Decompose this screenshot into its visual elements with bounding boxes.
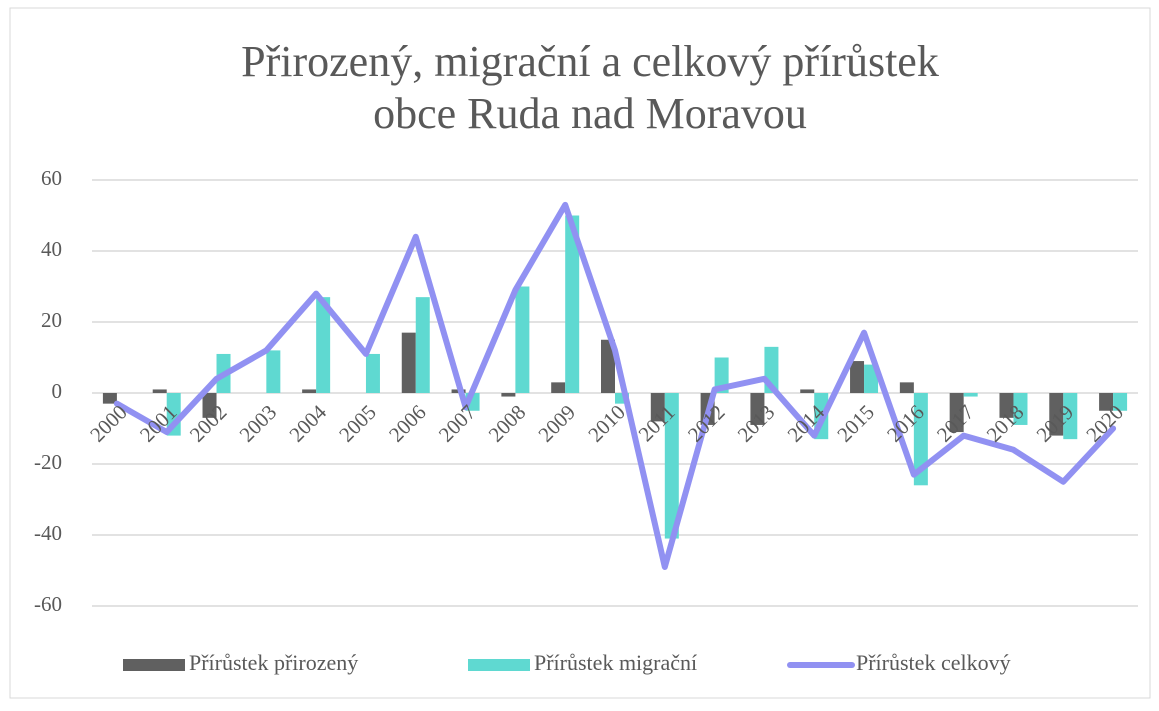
bar [963,393,978,397]
chart-title: obce Ruda nad Moravou [373,89,807,138]
bar [515,286,530,393]
bar [1013,393,1028,425]
bar [316,297,331,393]
bar [800,389,815,393]
bar [565,215,580,393]
legend-label: Přírůstek přirozený [189,650,358,675]
bar [1063,393,1078,440]
bar [152,389,167,393]
bar [664,393,679,539]
y-tick-label: -20 [34,450,62,474]
bar [1099,393,1114,411]
y-tick-label: 0 [52,379,63,403]
bar [1049,393,1064,436]
legend-swatch [123,659,185,671]
bar [501,393,516,397]
legend-label: Přírůstek celkový [856,650,1011,675]
y-tick-label: -40 [34,521,62,545]
bar [949,393,964,433]
bar [999,393,1014,418]
bar [302,389,317,393]
legend-label: Přírůstek migrační [534,650,697,675]
chart-border [9,7,1151,699]
bar [913,393,928,486]
bar [615,393,629,404]
y-tick-label: -60 [34,592,62,616]
bar [899,382,914,393]
line [113,201,1117,570]
bar [102,393,117,404]
y-tick-label: 40 [41,237,62,261]
bar [551,382,566,393]
chart-title: Přirozený, migrační a celkový přírůstek [241,37,939,86]
bar [714,357,729,393]
bar [1113,393,1128,411]
bar [850,361,865,393]
bar [750,393,765,425]
y-tick-label: 20 [41,308,62,332]
legend-swatch [468,659,530,671]
bar [202,393,217,418]
bar [365,353,380,393]
bar [601,339,615,393]
bar [650,393,665,422]
bar [401,332,416,393]
bar [864,364,879,393]
y-tick-label: 60 [41,166,62,190]
bar [266,350,281,393]
bar [415,297,430,393]
